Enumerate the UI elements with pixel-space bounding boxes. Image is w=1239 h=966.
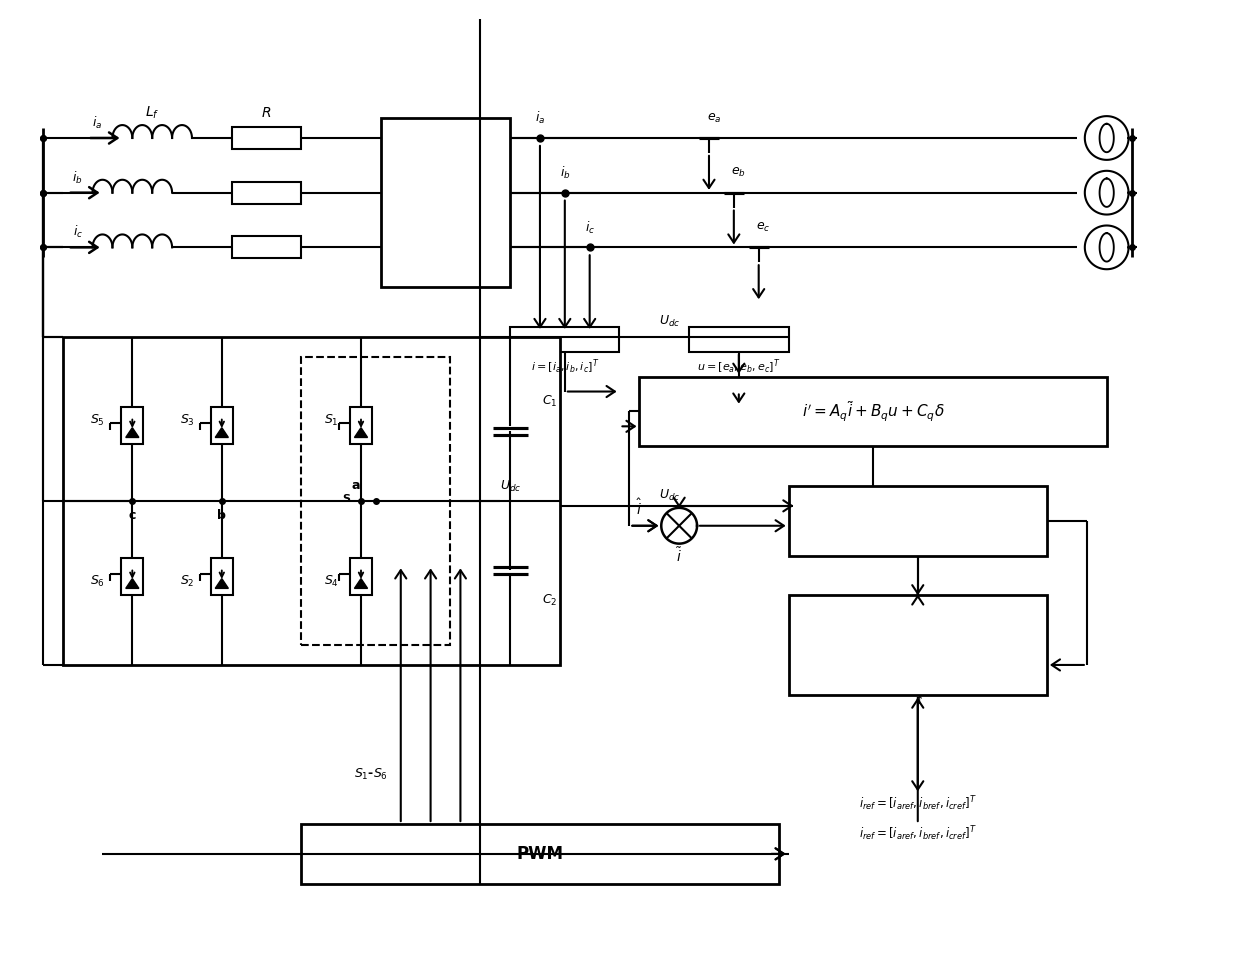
Text: $i_a$: $i_a$ [535,110,545,127]
Bar [121,557,144,595]
Bar [232,237,301,258]
Text: $\tilde{i}$: $\tilde{i}$ [676,546,683,565]
Text: $R$: $R$ [261,106,271,120]
Text: $U_{dc}$: $U_{dc}$ [658,314,680,329]
Text: $i_c$: $i_c$ [585,219,595,236]
Polygon shape [125,428,139,438]
Text: $e_b$: $e_b$ [731,166,746,180]
Text: $S_1$: $S_1$ [323,412,338,428]
Text: $S_2$: $S_2$ [180,574,195,589]
Text: PWM: PWM [517,845,564,863]
Polygon shape [354,428,368,438]
Text: $\uparrow$: $\uparrow$ [912,694,923,706]
Bar [63,337,560,665]
Text: $e_a$: $e_a$ [706,111,721,125]
Polygon shape [125,579,139,588]
Text: $i_c$: $i_c$ [73,224,83,241]
Text: $i' = A_q\tilde{i} + B_q u + C_q\delta$: $i' = A_q\tilde{i} + B_q u + C_q\delta$ [802,399,944,424]
Bar [510,327,620,352]
Text: $C_1$: $C_1$ [543,394,558,409]
Text: $S_3$: $S_3$ [180,412,195,428]
Bar [689,327,788,352]
Text: $U_{dc}$: $U_{dc}$ [501,478,522,494]
Bar [232,128,301,149]
Polygon shape [216,428,228,438]
Text: $S_1$-$S_6$: $S_1$-$S_6$ [354,767,388,781]
Text: b: b [217,509,227,523]
Text: $U_{dc}$: $U_{dc}$ [658,489,680,503]
Polygon shape [216,579,228,588]
Text: $S_5$: $S_5$ [90,412,105,428]
Text: $u=[e_a, e_b, e_c]^T$: $u=[e_a, e_b, e_c]^T$ [698,357,781,376]
Bar [121,407,144,444]
Text: $i=[i_a, i_b, i_c]^T$: $i=[i_a, i_b, i_c]^T$ [530,357,598,376]
Polygon shape [354,579,368,588]
Text: $S_6$: $S_6$ [90,574,105,589]
Text: S: S [342,494,351,504]
Bar [639,377,1106,446]
Bar [380,118,510,287]
Text: $i_b$: $i_b$ [72,170,83,185]
Bar [232,182,301,204]
Bar [301,356,451,645]
Text: $L_f$: $L_f$ [145,105,160,122]
Text: $S_4$: $S_4$ [323,574,338,589]
Text: $e_c$: $e_c$ [757,221,771,234]
Bar [301,824,778,884]
Bar [211,407,233,444]
Text: $C_2$: $C_2$ [543,593,558,608]
Text: a: a [352,479,361,493]
Text: $\hat{i}$: $\hat{i}$ [637,497,643,518]
Text: $i_b$: $i_b$ [560,165,570,181]
Bar [211,557,233,595]
Bar [788,595,1047,695]
Text: $i_{ref}=[i_{aref}, i_{bref}, i_{cref}]^T$: $i_{ref}=[i_{aref}, i_{bref}, i_{cref}]^… [859,825,976,843]
Text: c: c [129,509,136,523]
Text: $i_a$: $i_a$ [93,115,103,131]
Text: $i_{ref}=[i_{aref}, i_{bref}, i_{cref}]^T$: $i_{ref}=[i_{aref}, i_{bref}, i_{cref}]^… [859,795,976,813]
Bar [351,557,372,595]
Bar [351,407,372,444]
Bar [788,486,1047,555]
